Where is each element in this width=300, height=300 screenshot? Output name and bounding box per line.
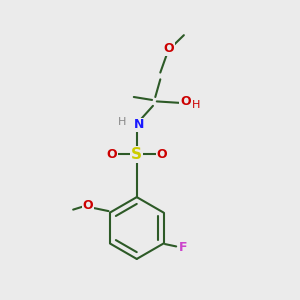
- Text: N: N: [134, 118, 144, 131]
- Text: H: H: [191, 100, 200, 110]
- Text: O: O: [82, 199, 93, 212]
- Text: O: O: [157, 148, 167, 161]
- Text: O: O: [106, 148, 117, 161]
- Text: H: H: [118, 117, 126, 127]
- Text: S: S: [131, 147, 142, 162]
- Text: O: O: [180, 95, 190, 108]
- Text: O: O: [164, 42, 175, 55]
- Text: F: F: [178, 242, 187, 254]
